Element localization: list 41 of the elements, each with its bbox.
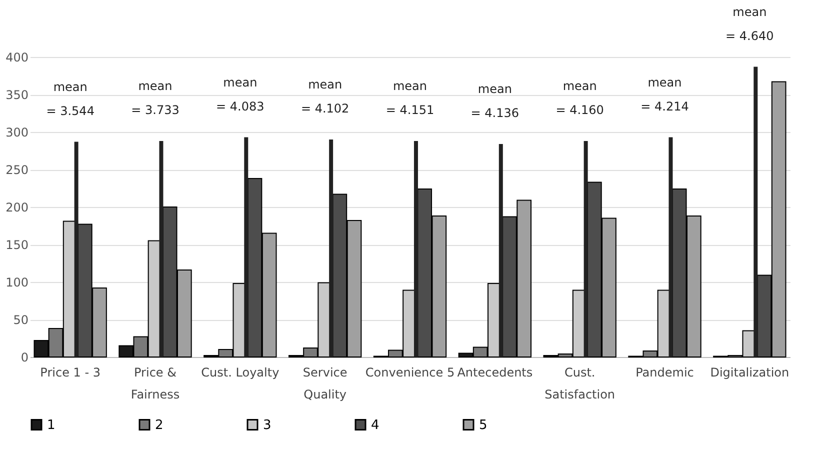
y-tick-label: 100 [6,276,28,290]
bar [244,137,248,357]
annotation: mean = 4.136 [470,82,520,120]
y-tick-label: 350 [6,88,28,102]
annotation: mean = 4.214 [640,75,689,114]
legend-label: 1 [47,418,56,433]
y-tick-label: 200 [6,200,28,214]
y-tick-label: 150 [6,238,28,252]
legend-label: 4 [371,418,380,433]
legend-label: 5 [479,418,488,433]
x-tick-label: Pandemic [636,366,694,380]
x-tick-label: Digitalization [710,366,790,380]
annotation: mean = 4.102 [300,78,350,116]
x-tick-label: Cust. Satisfaction [544,366,616,402]
y-tick-label: 50 [13,313,28,327]
bar [329,140,334,357]
y-tick-label: 300 [6,126,28,140]
annotation: mean = 4.083 [216,75,264,114]
x-tick-label: Convenience 5 [365,366,455,380]
bar [754,66,758,357]
bar [159,141,164,357]
y-tick-label: 250 [6,163,28,177]
legend-label: 3 [263,418,272,433]
annotation: mean = 3.544 [46,80,94,118]
y-tick-label: 400 [6,50,28,64]
legend-label: 2 [155,418,164,433]
bar [498,144,503,357]
x-tick-label: Service Quality [302,366,348,402]
x-tick-label: Price 1 - 3 [40,366,100,380]
annotation: mean = 4.160 [556,79,604,117]
bar [74,142,78,357]
text: mean = 4.640 [726,4,774,43]
x-tick-label: Price & Fairness [130,366,180,402]
x-tick-label: Antecedents [457,366,533,380]
bar [584,141,588,357]
bar [414,141,418,357]
annotation: mean = 3.733 [131,79,180,117]
annotation: mean = 4.151 [386,79,434,117]
y-tick-label: 0 [20,350,28,364]
x-tick-label: Cust. Loyalty [201,366,280,380]
bar [668,137,673,357]
